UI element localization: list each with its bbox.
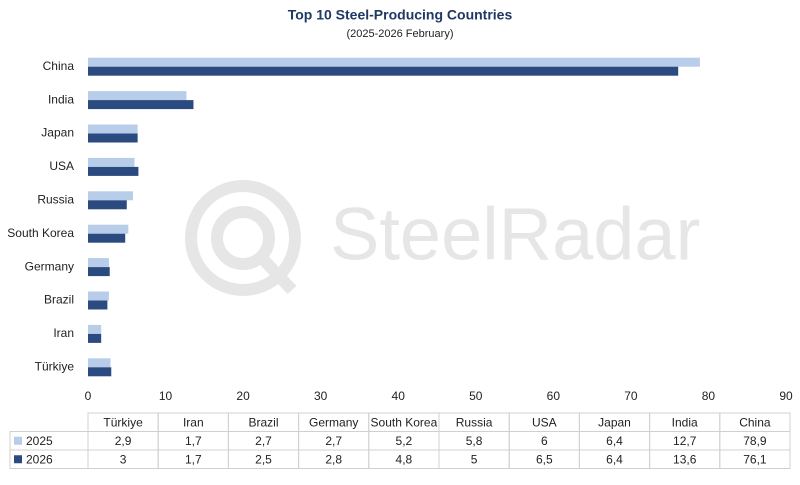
bar xyxy=(88,267,110,277)
table-header: India xyxy=(672,415,698,429)
table-header: South Korea xyxy=(371,415,438,429)
bar xyxy=(88,358,111,368)
table-header: Japan xyxy=(598,415,631,429)
bar xyxy=(88,166,139,176)
y-tick-label: Türkiye xyxy=(35,359,75,373)
chart-title: Top 10 Steel-Producing Countries xyxy=(288,7,513,23)
data-label: 2,9 xyxy=(115,434,132,448)
x-tick-label: 30 xyxy=(314,389,328,403)
data-label: 13,6 xyxy=(673,452,697,466)
x-tick-label: 90 xyxy=(779,389,793,403)
y-tick-label: Brazil xyxy=(44,293,74,307)
bar xyxy=(88,300,108,310)
x-tick-label: 10 xyxy=(159,389,173,403)
data-label: 3 xyxy=(120,452,127,466)
data-label: 12,7 xyxy=(673,434,697,448)
table-header: China xyxy=(739,415,771,429)
legend-label: 2026 xyxy=(26,452,53,466)
data-label: 1,7 xyxy=(185,452,202,466)
data-label: 5 xyxy=(471,452,478,466)
data-label: 2,7 xyxy=(255,434,272,448)
data-label: 6,4 xyxy=(606,452,623,466)
chart-subtitle: (2025-2026 February) xyxy=(346,28,453,40)
data-label: 5,8 xyxy=(466,434,483,448)
bar xyxy=(88,324,102,334)
data-label: 76,1 xyxy=(743,452,767,466)
table-header: USA xyxy=(532,415,557,429)
legend-swatch xyxy=(14,436,22,445)
x-tick-label: 70 xyxy=(624,389,638,403)
data-label: 5,2 xyxy=(396,434,413,448)
y-tick-label: China xyxy=(43,59,75,73)
bar xyxy=(88,233,126,243)
table-header: Germany xyxy=(309,415,358,429)
x-tick-label: 50 xyxy=(469,389,483,403)
bar xyxy=(88,66,679,76)
bar xyxy=(88,333,102,343)
table-header: Iran xyxy=(183,415,204,429)
bar xyxy=(88,91,187,101)
bar xyxy=(88,191,133,201)
data-label: 4,8 xyxy=(396,452,413,466)
bar xyxy=(88,367,112,377)
y-tick-label: Japan xyxy=(41,126,74,140)
bar xyxy=(88,57,700,67)
bar xyxy=(88,258,109,268)
x-tick-label: 80 xyxy=(702,389,716,403)
bar xyxy=(88,157,135,167)
bar xyxy=(88,133,138,143)
data-label: 6 xyxy=(541,434,548,448)
watermark: SteelRadar xyxy=(330,193,700,276)
bar xyxy=(88,224,129,234)
watermark-logo xyxy=(185,180,301,296)
data-label: 6,4 xyxy=(606,434,623,448)
y-tick-label: India xyxy=(48,92,74,106)
x-tick-label: 20 xyxy=(236,389,250,403)
y-tick-label: Germany xyxy=(25,259,74,273)
table-header: Russia xyxy=(456,415,493,429)
x-tick-label: 0 xyxy=(85,389,92,403)
bar xyxy=(88,291,109,301)
legend-label: 2025 xyxy=(26,434,53,448)
data-label: 6,5 xyxy=(536,452,553,466)
y-tick-label: South Korea xyxy=(7,226,74,240)
data-label: 2,5 xyxy=(255,452,272,466)
x-tick-label: 60 xyxy=(547,389,561,403)
y-tick-label: Iran xyxy=(53,326,74,340)
y-tick-label: Russia xyxy=(37,192,74,206)
bar xyxy=(88,100,194,110)
x-tick-label: 40 xyxy=(392,389,406,403)
data-label: 1,7 xyxy=(185,434,202,448)
bar xyxy=(88,124,138,134)
legend-swatch xyxy=(14,455,22,464)
table-header: Brazil xyxy=(248,415,278,429)
data-label: 2,7 xyxy=(325,434,342,448)
bar xyxy=(88,200,127,210)
y-tick-label: USA xyxy=(49,159,74,173)
table-cell xyxy=(9,449,791,469)
data-label: 78,9 xyxy=(743,434,767,448)
table-header: Türkiye xyxy=(103,415,143,429)
data-label: 2,8 xyxy=(325,452,342,466)
